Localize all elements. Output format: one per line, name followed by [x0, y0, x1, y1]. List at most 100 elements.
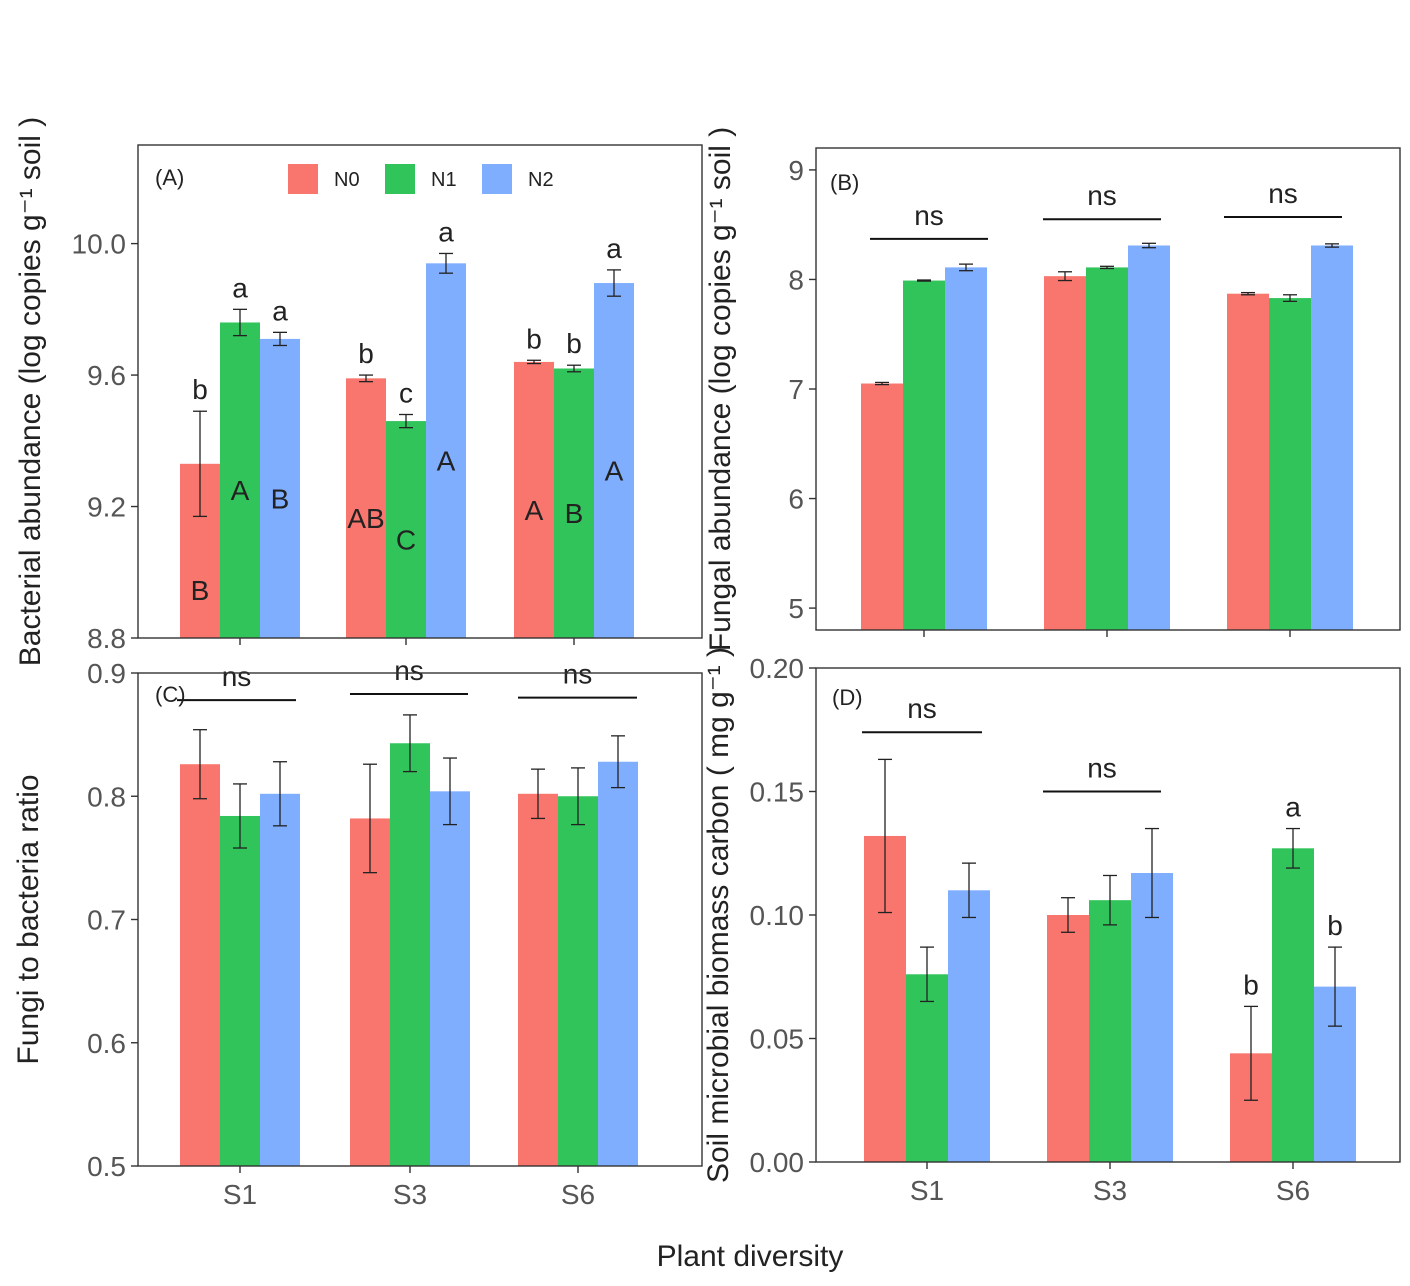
- legend-swatch: [385, 164, 415, 194]
- significance-letter: b: [192, 374, 208, 405]
- bar: [514, 361, 554, 638]
- panel-c: ns ns ns 0.5 0.6 0.7 0.8 0.9 S1 S3 S6 (C) Fungi to b…: [12, 655, 703, 1210]
- bar: [1089, 900, 1131, 1162]
- legend-swatch: [288, 164, 318, 194]
- y-tick-label: 0.20: [750, 653, 805, 684]
- panel-label: (D): [832, 685, 863, 710]
- group-letter: A: [605, 456, 624, 487]
- bar: [945, 267, 987, 630]
- bar: [1131, 873, 1173, 1162]
- bar: [1047, 915, 1089, 1162]
- bar: [518, 793, 558, 1166]
- bar: [260, 338, 300, 638]
- bracket-label: ns: [907, 693, 937, 724]
- y-tick-label: 0.00: [750, 1147, 805, 1178]
- bracket-label: ns: [914, 200, 944, 231]
- y-tick-label: 0.10: [750, 900, 805, 931]
- y-tick-label: 9.6: [87, 360, 126, 391]
- significance-letter: a: [606, 233, 622, 264]
- significance-letter: a: [232, 272, 248, 303]
- bar: [260, 793, 300, 1166]
- bar: [594, 283, 634, 638]
- bar: [554, 368, 594, 638]
- bar: [350, 818, 390, 1166]
- group-letter: B: [565, 498, 584, 529]
- significance-letter: b: [566, 328, 582, 359]
- bar: [220, 815, 260, 1166]
- y-tick-label: 0.05: [750, 1024, 805, 1055]
- x-tick-label: S1: [910, 1175, 944, 1206]
- y-tick-label: 9.2: [87, 492, 126, 523]
- y-tick-label: 8.8: [87, 623, 126, 654]
- significance-letter: a: [438, 216, 454, 247]
- y-tick-label: 9: [788, 155, 804, 186]
- y-tick-label: 0.5: [87, 1151, 126, 1182]
- bar: [180, 764, 220, 1166]
- y-tick-label: 8: [788, 264, 804, 295]
- bar: [390, 743, 430, 1166]
- bar: [426, 263, 466, 638]
- x-tick-label: S6: [561, 1179, 595, 1210]
- y-tick-label: 0.8: [87, 781, 126, 812]
- significance-letter: b: [526, 323, 542, 354]
- x-axis-title: Plant diversity: [657, 1240, 844, 1273]
- panel-label: (A): [155, 165, 184, 190]
- bar: [1272, 848, 1314, 1162]
- bar: [903, 280, 945, 630]
- y-axis-title: Fungi to bacteria ratio: [12, 774, 45, 1064]
- bar: [598, 761, 638, 1166]
- group-letter: A: [525, 495, 544, 526]
- legend-label: N2: [528, 169, 554, 191]
- group-letter: B: [271, 483, 290, 514]
- bracket-label: ns: [1087, 753, 1117, 784]
- bar: [1044, 276, 1086, 630]
- group-letter: B: [191, 575, 210, 606]
- y-axis-title: Fungal abundance (log copies g⁻¹ soil ): [704, 127, 737, 651]
- y-tick-label: 0.9: [87, 658, 126, 689]
- group-letter: A: [437, 446, 456, 477]
- bar: [558, 796, 598, 1166]
- y-tick-label: 6: [788, 484, 804, 515]
- y-axis-title: Soil microbial biomass carbon ( mg g⁻¹ ): [702, 647, 735, 1183]
- significance-letter: b: [1243, 969, 1259, 1000]
- significance-letter: b: [1327, 910, 1343, 941]
- bracket-label: ns: [222, 661, 252, 692]
- panel-frame: [137, 144, 703, 639]
- group-letter: A: [231, 475, 250, 506]
- bar: [1227, 293, 1269, 630]
- significance-letter: b: [358, 338, 374, 369]
- panel-a: b Bb AB b Aa Ac Cb Ba Ba Aa A 8.8 9.2 9.6 10.0 (A) Bacte…: [14, 117, 703, 666]
- y-tick-label: 5: [788, 593, 804, 624]
- group-letter: C: [396, 525, 416, 556]
- x-tick-label: S6: [1276, 1175, 1310, 1206]
- y-tick-label: 10.0: [72, 229, 127, 260]
- y-tick-label: 0.7: [87, 905, 126, 936]
- bracket-label: ns: [563, 659, 593, 690]
- bar: [386, 421, 426, 638]
- bar: [948, 890, 990, 1162]
- panel-label: (B): [830, 170, 859, 195]
- panel-b: ns ns ns 5 6 7 8 9 (B) Fungal abundance (log copi…: [704, 127, 1401, 651]
- legend-label: N0: [334, 169, 360, 191]
- x-tick-label: S3: [393, 1179, 427, 1210]
- legend-label: N1: [431, 169, 457, 191]
- x-tick-label: S1: [223, 1179, 257, 1210]
- bar: [1311, 245, 1353, 630]
- bar: [1128, 245, 1170, 630]
- bar: [346, 378, 386, 638]
- significance-letter: a: [1285, 792, 1301, 823]
- significance-letter: c: [399, 378, 413, 409]
- bar: [430, 791, 470, 1166]
- bracket-label: ns: [1268, 178, 1298, 209]
- significance-letter: a: [272, 295, 288, 326]
- group-letter: AB: [347, 503, 384, 534]
- panel-d: b a b ns ns 0.00 0.05 0.10 0.15 0.20 S1 S3 S6 (D) Soil…: [702, 647, 1401, 1206]
- bar: [1086, 267, 1128, 630]
- x-tick-label: S3: [1093, 1175, 1127, 1206]
- panel-label: (C): [155, 682, 186, 707]
- bracket-label: ns: [1087, 180, 1117, 211]
- bracket-label: ns: [394, 655, 424, 686]
- y-tick-label: 7: [788, 374, 804, 405]
- y-tick-label: 0.15: [750, 777, 805, 808]
